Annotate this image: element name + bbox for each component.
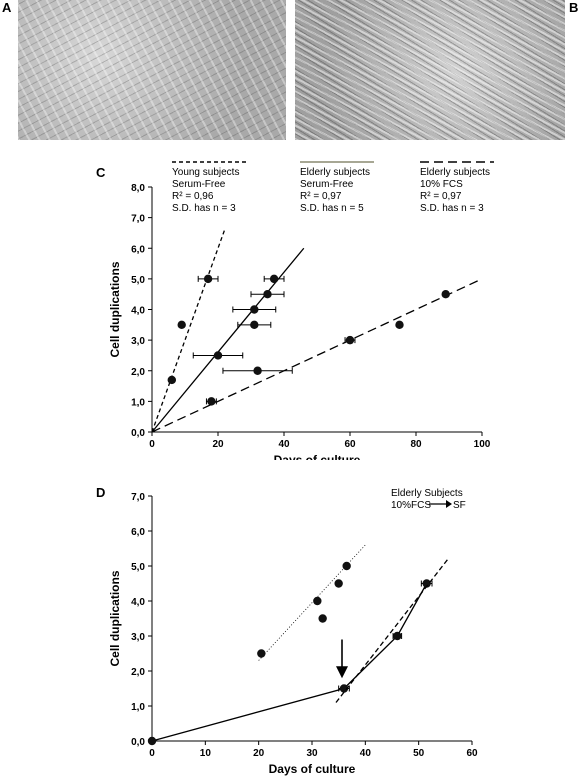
panel-label-c: C — [96, 165, 106, 180]
data-point — [313, 596, 322, 606]
data-point — [393, 631, 402, 641]
data-point — [318, 614, 327, 623]
y-tick-label: 3,0 — [131, 336, 145, 347]
x-tick-label: 60 — [466, 748, 478, 759]
x-tick-label: 40 — [278, 439, 290, 450]
x-tick-label: 100 — [474, 439, 491, 450]
fit-line — [258, 544, 366, 661]
y-tick-label: 6,0 — [131, 244, 145, 255]
data-point — [263, 289, 272, 299]
fit-line — [151, 278, 483, 433]
y-tick-label: 7,0 — [131, 214, 145, 225]
legend-text: Elderly subjects — [420, 167, 490, 178]
y-tick-label: 2,0 — [131, 667, 145, 678]
x-tick-label: 50 — [413, 748, 425, 759]
legend-text: S.D. has n = 3 — [420, 203, 484, 214]
arrow-head — [336, 666, 348, 679]
x-tick-label: 60 — [344, 439, 356, 450]
panel-label-d: D — [96, 485, 106, 500]
legend-text: S.D. has n = 5 — [300, 203, 364, 214]
fit-line — [151, 229, 226, 433]
chart-c: 0 20 40 60 80 100 0,0 1,0 2,0 3,0 4,0 5,0 6,0 7,0 8,0 D… — [108, 161, 494, 460]
y-tick-label: 1,0 — [131, 702, 145, 713]
y-tick-label: 6,0 — [131, 527, 145, 538]
legend-text: Elderly Subjects — [391, 488, 463, 499]
y-axis-label: Cell duplications — [108, 261, 122, 357]
chart-d: 0 10 20 30 40 50 60 0,0 1,0 2,0 3,0 4,0 5,0 6,0 7,0 Day… — [108, 488, 478, 776]
data-point — [253, 366, 262, 375]
panel-label-b: B — [569, 0, 579, 15]
series-line — [151, 583, 428, 742]
x-tick-label: 20 — [212, 439, 224, 450]
data-point — [203, 274, 213, 284]
data-point — [334, 579, 343, 588]
data-point — [250, 305, 259, 314]
y-tick-label: 4,0 — [131, 597, 145, 608]
data-point — [213, 351, 223, 360]
data-point — [339, 684, 349, 693]
x-tick-label: 80 — [410, 439, 422, 450]
data-point — [422, 579, 431, 588]
y-tick-label: 8,0 — [131, 183, 145, 194]
data-point — [342, 561, 351, 571]
x-axis-label: Days of culture — [274, 453, 361, 460]
data-point — [167, 375, 176, 385]
legend-text: 10%FCS — [391, 500, 431, 511]
y-tick-label: 0,0 — [131, 737, 145, 748]
x-tick-label: 40 — [360, 748, 372, 759]
data-point — [345, 335, 355, 345]
legend-text: S.D. has n = 3 — [172, 203, 236, 214]
x-tick-label: 20 — [253, 748, 265, 759]
legend-text: 10% FCS — [420, 179, 463, 190]
y-tick-label: 2,0 — [131, 367, 145, 378]
y-tick-label: 3,0 — [131, 632, 145, 643]
legend-text: SF — [453, 500, 466, 511]
legend-text: Serum-Free — [172, 179, 226, 190]
y-tick-label: 1,0 — [131, 397, 145, 408]
x-axis-label: Days of culture — [269, 762, 356, 776]
legend-text: R² = 0,97 — [420, 191, 462, 202]
data-point — [207, 397, 216, 406]
data-point — [441, 289, 450, 299]
y-tick-label: 7,0 — [131, 492, 145, 503]
y-tick-label: 5,0 — [131, 275, 145, 286]
fit-line — [335, 558, 449, 703]
x-tick-label: 0 — [149, 439, 155, 450]
y-tick-label: 5,0 — [131, 562, 145, 573]
x-tick-label: 0 — [149, 748, 155, 759]
fit-line — [151, 247, 305, 433]
legend-text: R² = 0,96 — [172, 191, 214, 202]
micrograph-a — [18, 0, 286, 140]
data-point — [177, 320, 186, 330]
x-tick-label: 10 — [200, 748, 212, 759]
legend-text: Elderly subjects — [300, 167, 370, 178]
legend-arrow-head — [446, 500, 452, 508]
panel-label-a: A — [2, 0, 12, 15]
data-point — [147, 736, 157, 746]
data-point — [269, 274, 279, 284]
y-axis-label: Cell duplications — [108, 570, 122, 666]
data-point — [395, 320, 404, 330]
x-tick-label: 30 — [306, 748, 318, 759]
data-point — [257, 649, 266, 658]
legend-text: Serum-Free — [300, 179, 354, 190]
micrograph-b — [295, 0, 565, 140]
legend-text: Young subjects — [172, 167, 239, 178]
legend-text: R² = 0,97 — [300, 191, 342, 202]
y-tick-label: 4,0 — [131, 306, 145, 317]
y-tick-label: 0,0 — [131, 428, 145, 439]
data-point — [250, 320, 259, 330]
